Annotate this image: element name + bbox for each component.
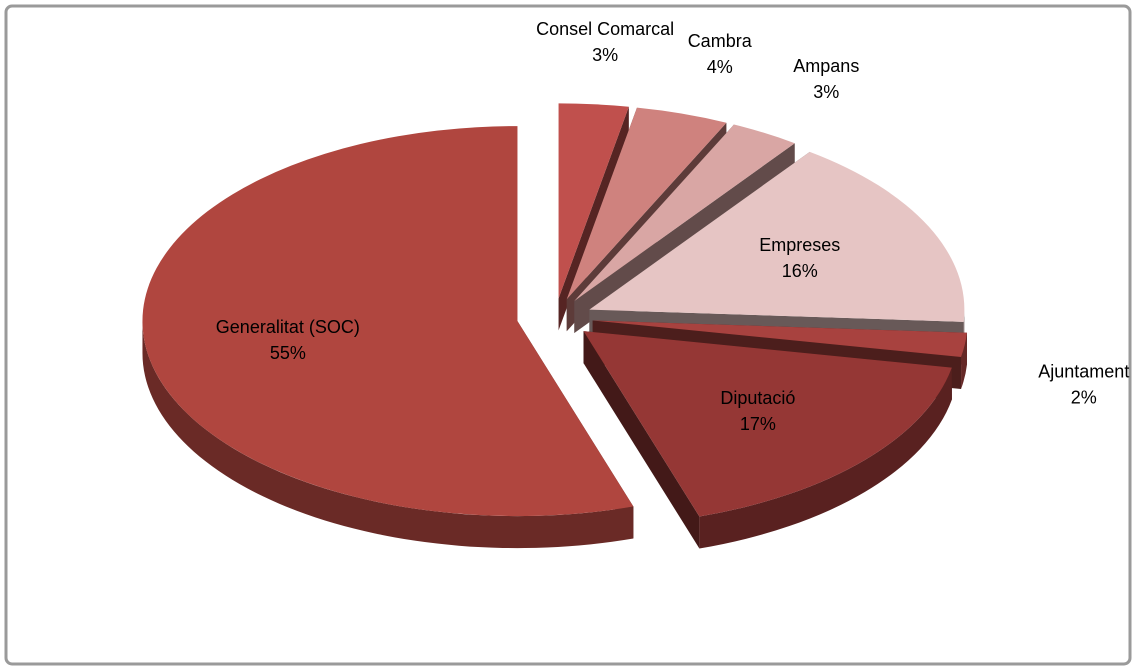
slice [558, 103, 629, 299]
slice-wall [142, 321, 634, 549]
slice-value-label: 3% [813, 82, 839, 102]
slice-label: Empreses [759, 235, 840, 255]
slice-value-label: 2% [1071, 387, 1097, 407]
slice [589, 151, 965, 322]
slice-value-label: 55% [270, 343, 306, 363]
slice [583, 331, 952, 517]
slice [566, 107, 727, 300]
slice-value-label: 3% [592, 45, 618, 65]
slice-value-label: 16% [782, 261, 818, 281]
slice-value-label: 4% [707, 57, 733, 77]
slice-wall [961, 332, 967, 390]
slice-label: Generalitat (SOC) [216, 317, 360, 337]
slice-label: Cambra [688, 31, 753, 51]
slice-wall [699, 367, 952, 549]
pie [142, 103, 967, 549]
slice-value-label: 17% [740, 414, 776, 434]
slice [592, 320, 967, 358]
slice [142, 126, 634, 517]
slice-label: Ampans [793, 56, 859, 76]
slice-label: Ajuntament [1038, 361, 1129, 381]
slice [574, 124, 795, 301]
slice-label: Diputació [720, 388, 795, 408]
labels: Consel Comarcal 3% Cambra 4% Ampans 3% Emprese… [216, 19, 1130, 434]
slice-label: Consel Comarcal [536, 19, 674, 39]
slice-side [583, 331, 700, 549]
